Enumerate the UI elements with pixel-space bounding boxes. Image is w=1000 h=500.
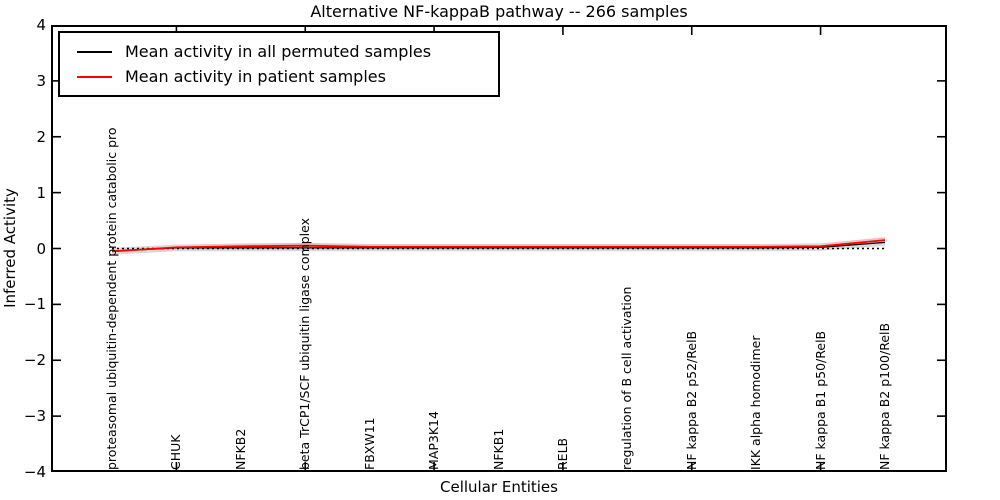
x-entity-label: proteasomal ubiquitin-dependent protein … (104, 127, 119, 470)
y-tick-label: −4 (23, 463, 46, 481)
x-entity-label: NF kappa B2 p52/RelB (683, 330, 699, 470)
x-entity-label: IKK alpha homodimer (748, 335, 764, 471)
legend: Mean activity in all permuted samples Me… (58, 31, 500, 97)
plot-area (51, 25, 947, 472)
x-axis-label: Cellular Entities (440, 478, 558, 496)
x-entity-label: RELB (554, 437, 570, 470)
chart-title: Alternative NF-kappaB pathway -- 266 sam… (310, 2, 688, 21)
patient-line-sample-icon (77, 75, 112, 78)
y-tick-label: −3 (23, 407, 46, 426)
x-entity-label: beta TrCP1/SCF ubiquitin ligase complex (297, 218, 313, 470)
permuted-line-sample-icon (77, 50, 112, 53)
y-tick-label: 4 (36, 16, 46, 34)
x-entity-label: MAP3K14 (426, 411, 442, 470)
x-entity-label: NFKB1 (490, 428, 506, 470)
y-tick-label: −1 (23, 295, 46, 314)
x-entity-label: NFKB2 (232, 428, 248, 470)
y-tick-label: −2 (23, 351, 46, 370)
x-entity-label: CHUK (168, 434, 184, 470)
legend-item-patient: Mean activity in patient samples (77, 67, 498, 86)
legend-item-permuted: Mean activity in all permuted samples (77, 42, 498, 61)
y-tick-label: 1 (36, 183, 46, 202)
x-entity-label: NF kappa B1 p50/RelB (812, 330, 828, 470)
y-tick-label: 0 (36, 239, 46, 258)
legend-label-patient: Mean activity in patient samples (125, 67, 386, 86)
y-tick-label: 3 (36, 71, 46, 90)
x-entity-label: regulation of B cell activation (619, 286, 635, 470)
y-tick-label: 2 (36, 127, 46, 146)
x-entity-label: NF kappa B2 p100/RelB (877, 322, 892, 470)
x-entity-label: FBXW11 (361, 417, 377, 470)
legend-label-permuted: Mean activity in all permuted samples (125, 42, 432, 61)
